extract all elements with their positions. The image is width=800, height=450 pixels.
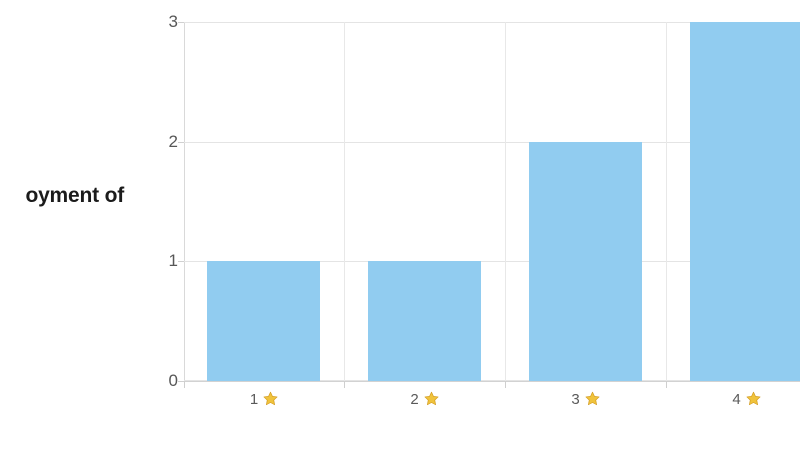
- gridline-y-2: [184, 141, 800, 143]
- x-tick-label-4: 4: [666, 391, 800, 410]
- x-tick-mark-4: [666, 381, 667, 388]
- star-icon: [263, 391, 278, 410]
- plot-area: [184, 22, 800, 381]
- gridline-y-0: [184, 380, 800, 381]
- y-tick-label-0: 0: [168, 371, 178, 390]
- x-tick-label-1: 1: [184, 391, 344, 410]
- y-tick-label-2: 2: [168, 131, 178, 151]
- y-tick-mark-2: [178, 141, 184, 143]
- y-tick-mark-0: [178, 381, 184, 382]
- star-icon: [585, 391, 600, 410]
- gridline-y-1: [184, 261, 800, 263]
- x-tick-label-2: 2: [344, 391, 505, 410]
- bar-2[interactable]: [368, 261, 481, 381]
- y-axis-title: oyment of: [25, 184, 124, 207]
- gridline-y-3: [184, 22, 800, 23]
- y-tick-label-1: 1: [168, 251, 178, 271]
- x-tick-label-3: 3: [505, 391, 666, 410]
- y-tick-mark-1: [178, 261, 184, 263]
- gridline-x-1: [344, 22, 345, 381]
- bar-4[interactable]: [690, 22, 800, 381]
- x-axis-line: [184, 381, 800, 382]
- x-tick-mark-1: [184, 381, 185, 388]
- star-icon: [424, 391, 439, 410]
- gridline-x-3: [666, 22, 667, 381]
- x-tick-number-4: 4: [732, 391, 741, 408]
- x-tick-mark-2: [344, 381, 345, 388]
- star-icon: [746, 391, 761, 410]
- bar-1[interactable]: [207, 261, 320, 381]
- x-tick-number-1: 1: [249, 391, 259, 408]
- y-tick-label-3: 3: [168, 12, 178, 31]
- y-axis-ticks: 3 2 1 0: [138, 0, 178, 450]
- y-tick-mark-3: [178, 22, 184, 23]
- y-axis-line: [184, 22, 185, 382]
- x-tick-number-3: 3: [571, 391, 580, 408]
- bar-3[interactable]: [529, 141, 642, 381]
- x-tick-mark-3: [505, 381, 506, 388]
- gridline-x-2: [505, 22, 506, 381]
- x-tick-number-2: 2: [410, 391, 419, 408]
